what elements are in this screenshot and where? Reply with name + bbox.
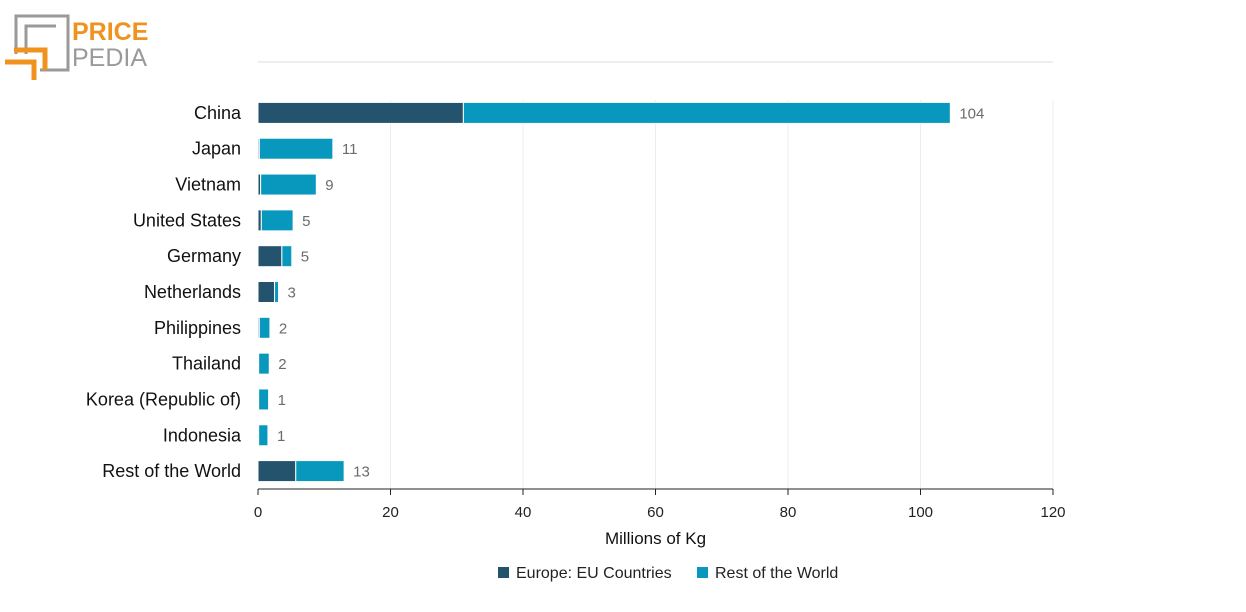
bar-row-9[interactable]	[258, 424, 269, 447]
x-tick-label: 40	[515, 504, 532, 521]
category-label: Indonesia	[163, 425, 242, 445]
bar-row-6[interactable]	[258, 316, 271, 339]
legend-item-row[interactable]: Rest of the World	[697, 565, 838, 582]
category-label: Philippines	[154, 318, 241, 338]
data-label: 3	[288, 285, 296, 302]
data-label: 9	[325, 177, 333, 194]
bar-eu-0[interactable]	[257, 101, 464, 124]
legend-item-eu[interactable]: Europe: EU Countries	[498, 565, 672, 582]
data-label: 104	[959, 105, 984, 122]
category-label: Japan	[192, 139, 241, 159]
legend: Europe: EU Countries Rest of the World	[498, 565, 838, 582]
bar-row-8[interactable]	[258, 388, 270, 411]
bar-row-7[interactable]	[258, 352, 270, 375]
legend-label: Rest of the World	[715, 565, 838, 582]
category-label: China	[194, 103, 242, 123]
category-label: Korea (Republic of)	[86, 389, 241, 409]
bars	[257, 101, 951, 483]
category-label: Netherlands	[144, 282, 241, 302]
data-label: 1	[277, 428, 285, 445]
bar-row-10[interactable]	[295, 460, 345, 483]
pricepedia-logo[interactable]: PRICE PEDIA	[5, 14, 148, 80]
data-label: 5	[301, 249, 309, 266]
x-axis: 0 20 40 60 80 100 120	[254, 488, 1066, 521]
bar-eu-10[interactable]	[257, 460, 297, 483]
data-label: 2	[278, 356, 286, 373]
bar-row-0[interactable]	[462, 101, 951, 124]
logo-frame-gray-inner	[24, 24, 56, 54]
bar-eu-5[interactable]	[257, 281, 276, 303]
x-axis-title: Millions of Kg	[605, 529, 706, 548]
x-tick-label: 0	[254, 504, 262, 521]
bar-eu-4[interactable]	[257, 245, 283, 268]
category-label: Rest of the World	[102, 461, 241, 481]
data-label: 5	[302, 213, 310, 230]
legend-label: Europe: EU Countries	[516, 565, 672, 582]
bar-row-3[interactable]	[260, 209, 294, 232]
logo-text-pedia: PEDIA	[72, 44, 147, 72]
category-label: Germany	[167, 246, 241, 266]
bar-row-1[interactable]	[258, 137, 334, 160]
data-label: 11	[342, 141, 358, 158]
bar-row-4[interactable]	[281, 245, 293, 268]
logo-text-price: PRICE	[72, 18, 148, 46]
data-label: 2	[279, 320, 287, 337]
gridlines	[390, 100, 1054, 489]
x-tick-label: 120	[1040, 504, 1065, 521]
bar-row-2[interactable]	[260, 173, 317, 196]
x-tick-label: 60	[647, 504, 664, 521]
category-label: Vietnam	[175, 175, 241, 195]
x-tick-label: 100	[908, 504, 933, 521]
logo-bracket-orange	[5, 59, 37, 80]
data-label: 1	[278, 392, 286, 409]
legend-swatch	[498, 567, 509, 578]
data-label: 13	[353, 464, 370, 481]
logo-bracket-orange-inner	[14, 47, 48, 70]
x-tick-label: 80	[780, 504, 797, 521]
category-label: United States	[133, 210, 241, 230]
logo-frame-gray	[14, 14, 70, 72]
category-labels: China Japan Vietnam United States Germany Net…	[86, 103, 242, 481]
x-tick-label: 20	[382, 504, 399, 521]
category-label: Thailand	[172, 354, 241, 374]
legend-swatch	[697, 567, 708, 578]
bar-row-5[interactable]	[274, 281, 280, 303]
